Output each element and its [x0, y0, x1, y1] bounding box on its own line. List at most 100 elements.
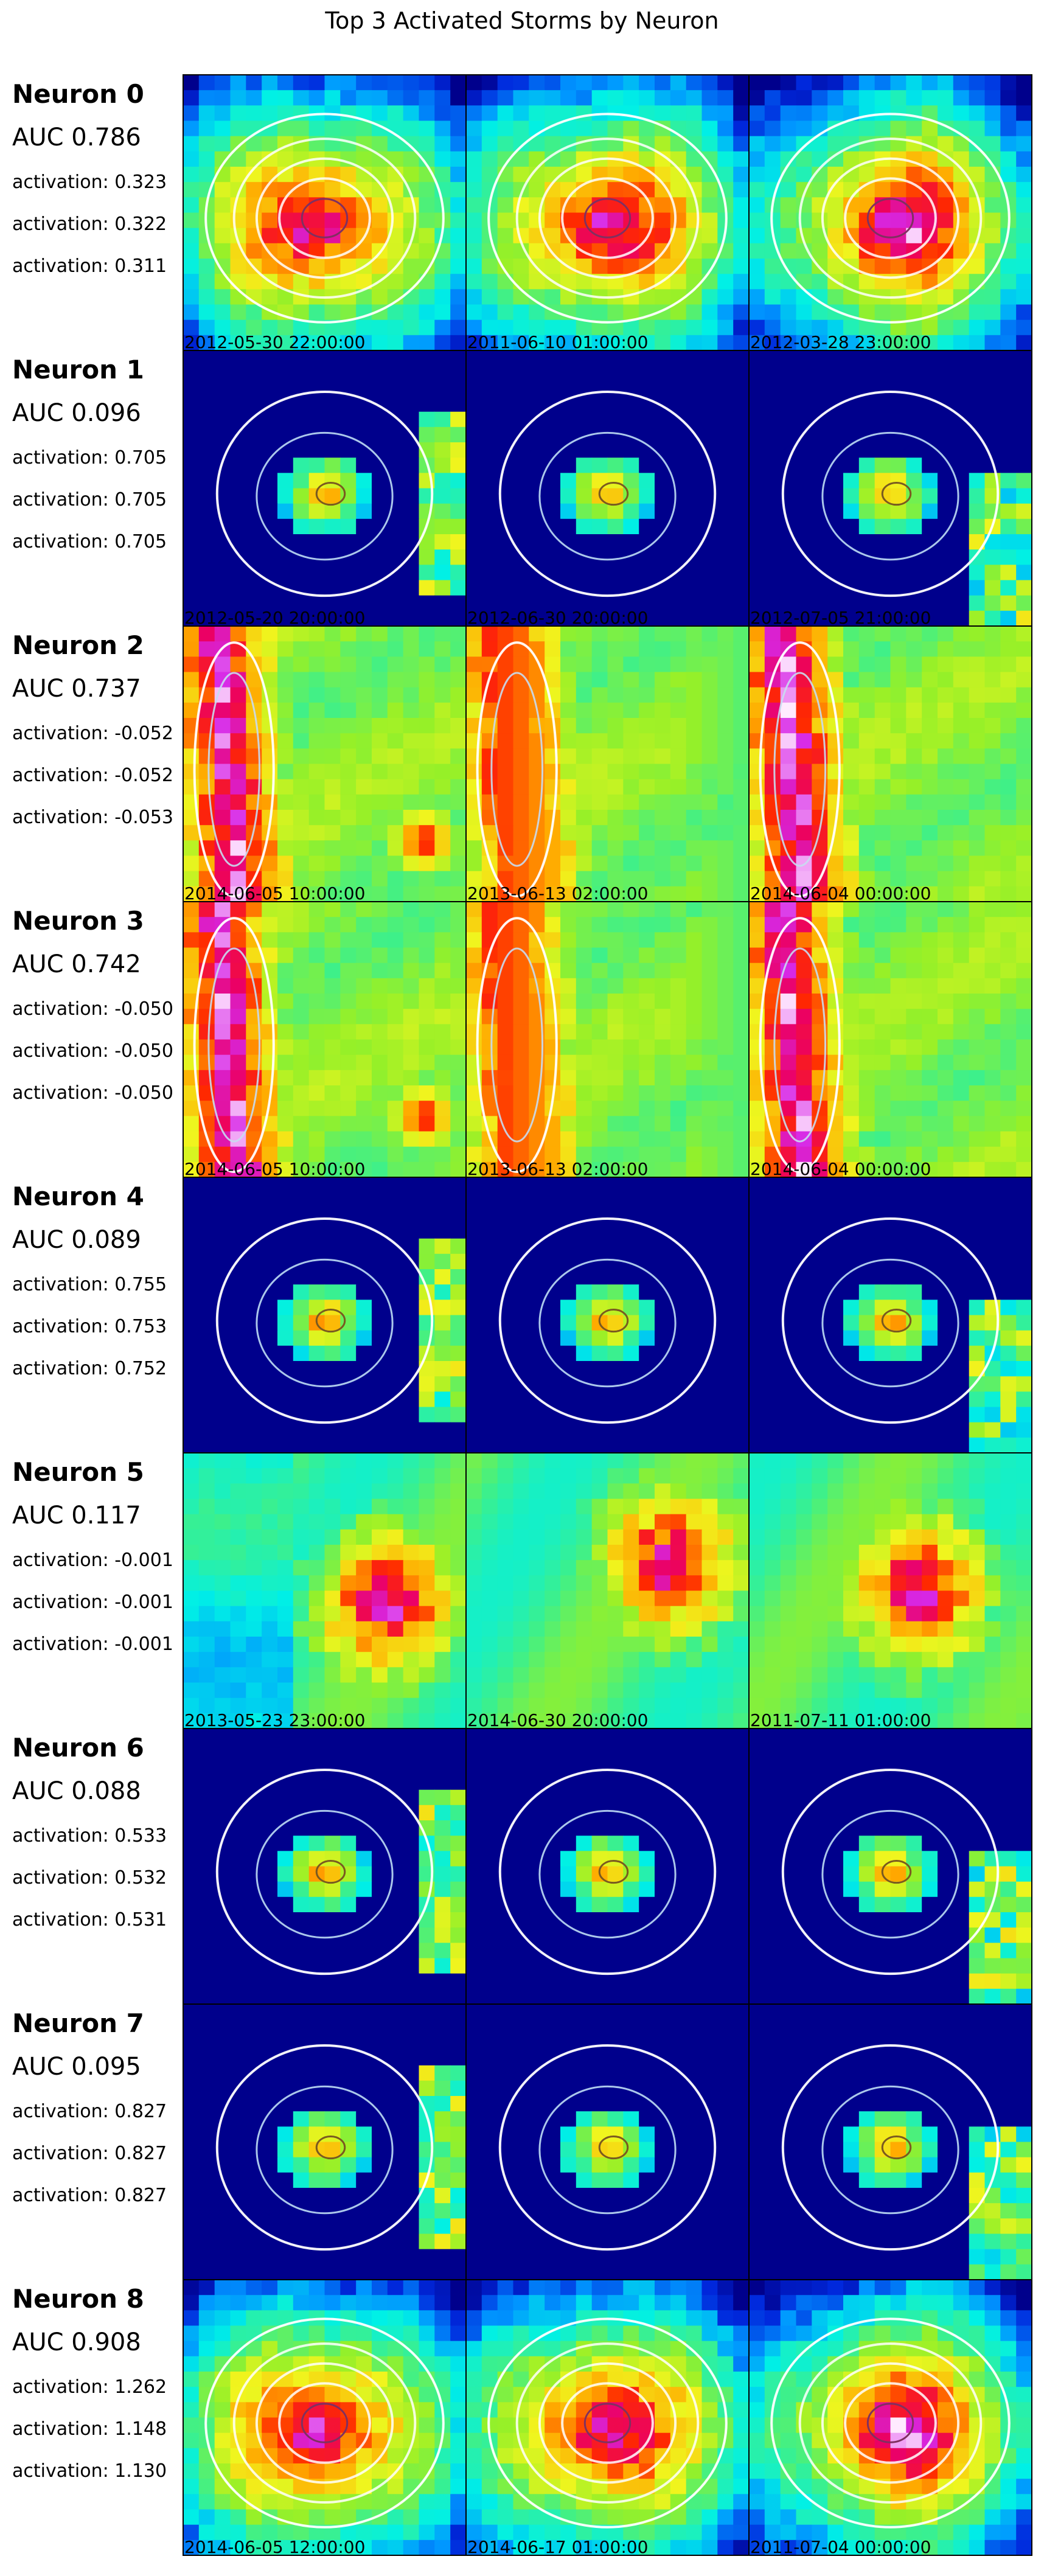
auc-label: AUC 0.096: [12, 399, 141, 427]
neuron-row: Neuron 0 AUC 0.786 activation: 0.323 activa…: [12, 74, 1032, 352]
storm-image: [183, 1728, 467, 2005]
neuron-label: Neuron 0: [12, 79, 144, 109]
timestamp-label: 2012-07-05 21:00:00: [750, 608, 931, 628]
storm-image: 2014-06-05 12:00:00: [183, 2279, 467, 2557]
activation-label: activation: 0.311: [12, 256, 167, 277]
timestamp-label: 2011-07-11 01:00:00: [750, 1710, 931, 1730]
neuron-label: Neuron 3: [12, 906, 144, 936]
activation-label: activation: 0.827: [12, 2185, 167, 2206]
neuron-label: Neuron 5: [12, 1457, 144, 1487]
storm-image: 2014-06-05 10:00:00: [183, 625, 467, 903]
activation-label: activation: 0.753: [12, 1316, 167, 1337]
storm-image: [465, 1728, 750, 2005]
storm-image: 2012-05-20 20:00:00: [183, 350, 467, 628]
auc-label: AUC 0.095: [12, 2053, 141, 2081]
image-frame: [748, 2279, 1032, 2556]
timestamp-label: 2014-06-05 12:00:00: [184, 2537, 365, 2557]
activation-label: activation: 0.531: [12, 1909, 167, 1930]
activation-label: activation: -0.001: [12, 1550, 173, 1571]
activation-label: activation: 0.323: [12, 172, 167, 193]
timestamp-label: 2014-06-05 10:00:00: [184, 883, 365, 903]
activation-label: activation: -0.050: [12, 1082, 173, 1104]
neuron-label: Neuron 8: [12, 2284, 144, 2314]
storm-image: 2014-06-30 20:00:00: [465, 1452, 750, 1730]
storm-image: 2012-05-30 22:00:00: [183, 74, 467, 352]
activation-label: activation: 0.752: [12, 1358, 167, 1379]
storm-image: 2013-06-13 02:00:00: [465, 901, 750, 1179]
storm-image: 2011-07-11 01:00:00: [748, 1452, 1032, 1730]
activation-label: activation: -0.050: [12, 998, 173, 1020]
timestamp-label: 2013-06-13 02:00:00: [467, 1159, 648, 1179]
storm-image: 2012-06-30 20:00:00: [465, 350, 750, 628]
neuron-row: Neuron 3 AUC 0.742 activation: -0.050 activ…: [12, 901, 1032, 1179]
neuron-row: Neuron 5 AUC 0.117 activation: -0.001 activ…: [12, 1452, 1032, 1730]
activation-label: activation: 0.705: [12, 447, 167, 468]
neuron-row: Neuron 1 AUC 0.096 activation: 0.705 activa…: [12, 350, 1032, 628]
storm-image: [748, 1177, 1032, 1453]
storm-image: 2011-06-10 01:00:00: [465, 74, 750, 352]
activation-label: activation: -0.052: [12, 723, 173, 744]
activation-label: activation: -0.050: [12, 1040, 173, 1062]
timestamp-label: 2013-05-23 23:00:00: [184, 1710, 365, 1730]
storm-image: [748, 1728, 1032, 2005]
activation-label: activation: 1.130: [12, 2460, 167, 2482]
timestamp-label: 2014-06-30 20:00:00: [467, 1710, 648, 1730]
storm-image: 2014-06-04 00:00:00: [748, 625, 1032, 903]
timestamp-label: 2014-06-17 01:00:00: [467, 2537, 648, 2557]
storm-image: [748, 2003, 1032, 2280]
activation-label: activation: -0.053: [12, 807, 173, 828]
activation-label: activation: 0.322: [12, 214, 167, 235]
neuron-row: Neuron 4 AUC 0.089 activation: 0.755 activa…: [12, 1177, 1032, 1453]
timestamp-label: 2014-06-05 10:00:00: [184, 1159, 365, 1179]
storm-image: [465, 2003, 750, 2280]
storm-image: 2014-06-17 01:00:00: [465, 2279, 750, 2557]
storm-image: 2014-06-04 00:00:00: [748, 901, 1032, 1179]
timestamp-label: 2013-06-13 02:00:00: [467, 883, 648, 903]
timestamp-label: 2012-06-30 20:00:00: [467, 608, 648, 628]
neuron-row: Neuron 7 AUC 0.095 activation: 0.827 activa…: [12, 2003, 1032, 2280]
storm-image: [183, 1177, 467, 1453]
activation-label: activation: 0.705: [12, 489, 167, 510]
activation-label: activation: 1.262: [12, 2376, 167, 2398]
storm-image: 2011-07-04 00:00:00: [748, 2279, 1032, 2557]
storm-image: 2013-06-13 02:00:00: [465, 625, 750, 903]
timestamp-label: 2012-03-28 23:00:00: [750, 332, 931, 352]
timestamp-label: 2014-06-04 00:00:00: [750, 883, 931, 903]
neuron-label: Neuron 6: [12, 1733, 144, 1763]
storm-image: 2012-07-05 21:00:00: [748, 350, 1032, 628]
auc-label: AUC 0.117: [12, 1502, 141, 1530]
neuron-label: Neuron 7: [12, 2008, 144, 2038]
auc-label: AUC 0.088: [12, 1777, 141, 1805]
activation-label: activation: 0.705: [12, 531, 167, 552]
activation-label: activation: -0.001: [12, 1634, 173, 1655]
neuron-label: Neuron 1: [12, 355, 144, 385]
figure-title: Top 3 Activated Storms by Neuron: [325, 7, 719, 34]
storm-image: [465, 1177, 750, 1453]
timestamp-label: 2011-06-10 01:00:00: [467, 332, 648, 352]
timestamp-label: 2012-05-30 22:00:00: [184, 332, 365, 352]
auc-label: AUC 0.908: [12, 2328, 141, 2356]
activation-label: activation: 0.755: [12, 1274, 167, 1295]
timestamp-label: 2011-07-04 00:00:00: [750, 2537, 931, 2557]
activation-label: activation: -0.052: [12, 765, 173, 786]
storm-image: [183, 2003, 467, 2280]
auc-label: AUC 0.786: [12, 124, 141, 151]
activation-label: activation: 0.827: [12, 2101, 167, 2122]
activation-label: activation: -0.001: [12, 1592, 173, 1613]
auc-label: AUC 0.737: [12, 675, 141, 703]
neuron-row: Neuron 2 AUC 0.737 activation: -0.052 activ…: [12, 625, 1032, 903]
neuron-row: Neuron 8 AUC 0.908 activation: 1.262 activa…: [12, 2279, 1032, 2557]
activation-label: activation: 0.532: [12, 1867, 167, 1888]
neuron-row: Neuron 6 AUC 0.088 activation: 0.533 activa…: [12, 1728, 1032, 2005]
activation-label: activation: 0.827: [12, 2143, 167, 2164]
storm-image: 2013-05-23 23:00:00: [183, 1452, 467, 1730]
timestamp-label: 2014-06-04 00:00:00: [750, 1159, 931, 1179]
auc-label: AUC 0.089: [12, 1226, 141, 1254]
storm-image: 2014-06-05 10:00:00: [183, 901, 467, 1179]
neuron-label: Neuron 4: [12, 1182, 144, 1211]
auc-label: AUC 0.742: [12, 950, 141, 978]
activation-label: activation: 0.533: [12, 1825, 167, 1847]
storm-image: 2012-03-28 23:00:00: [748, 74, 1032, 352]
activation-label: activation: 1.148: [12, 2418, 167, 2440]
